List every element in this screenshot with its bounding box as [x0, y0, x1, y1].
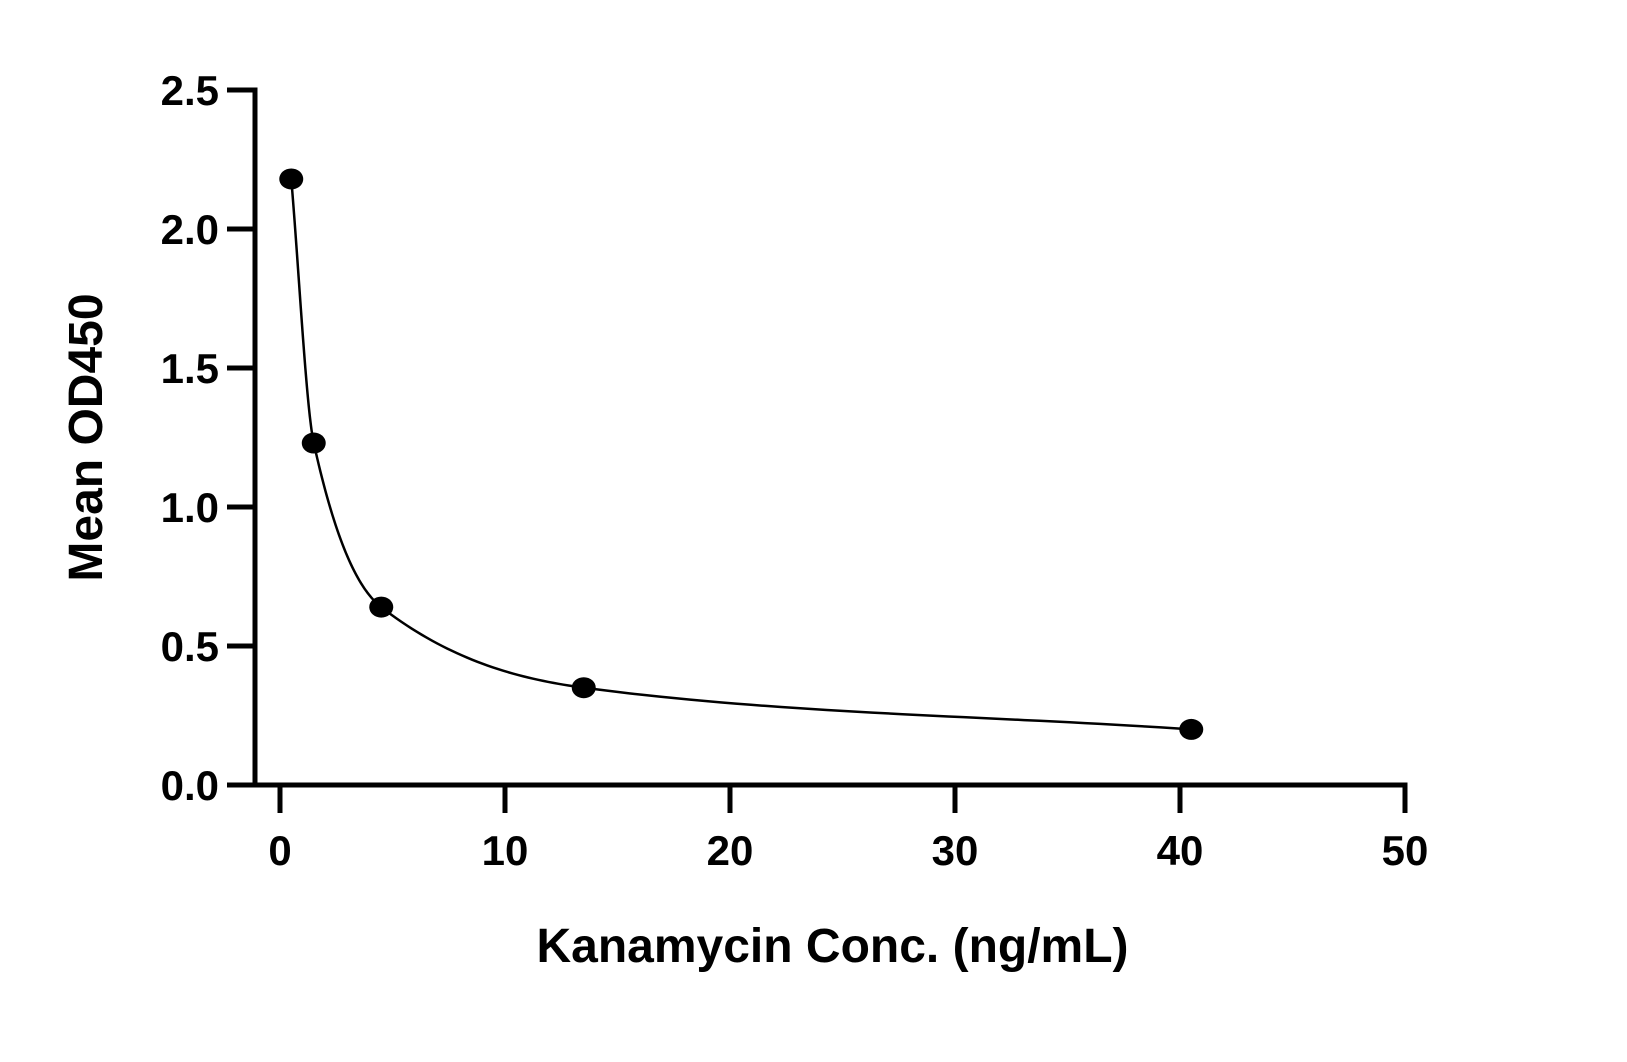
y-tick-label: 0.0	[161, 762, 219, 809]
x-tick-label: 30	[932, 827, 979, 874]
data-point	[369, 596, 394, 618]
y-tick-label: 1.5	[161, 345, 219, 392]
plot-area	[279, 168, 1204, 740]
x-tick-label: 50	[1382, 827, 1429, 874]
y-tick-label: 1.0	[161, 484, 219, 531]
y-tick-label: 0.5	[161, 623, 219, 670]
fit-curve	[290, 178, 1192, 731]
data-point	[301, 432, 326, 454]
x-axis: 0 10 20 30 40 50	[252, 782, 1429, 874]
x-tick-label: 40	[1157, 827, 1204, 874]
x-tick-label: 0	[268, 827, 291, 874]
y-tick-label: 2.0	[161, 206, 219, 253]
y-axis: 0.0 0.5 1.0 1.5 2.0 2.5	[161, 67, 258, 809]
x-tick-label: 10	[482, 827, 529, 874]
data-point	[279, 168, 304, 190]
x-axis-title: Kanamycin Conc. (ng/mL)	[536, 920, 1128, 973]
data-point	[1179, 718, 1204, 740]
y-axis-title: Mean OD450	[60, 293, 113, 581]
y-tick-label: 2.5	[161, 67, 219, 114]
data-point	[571, 677, 596, 699]
x-tick-label: 20	[707, 827, 754, 874]
